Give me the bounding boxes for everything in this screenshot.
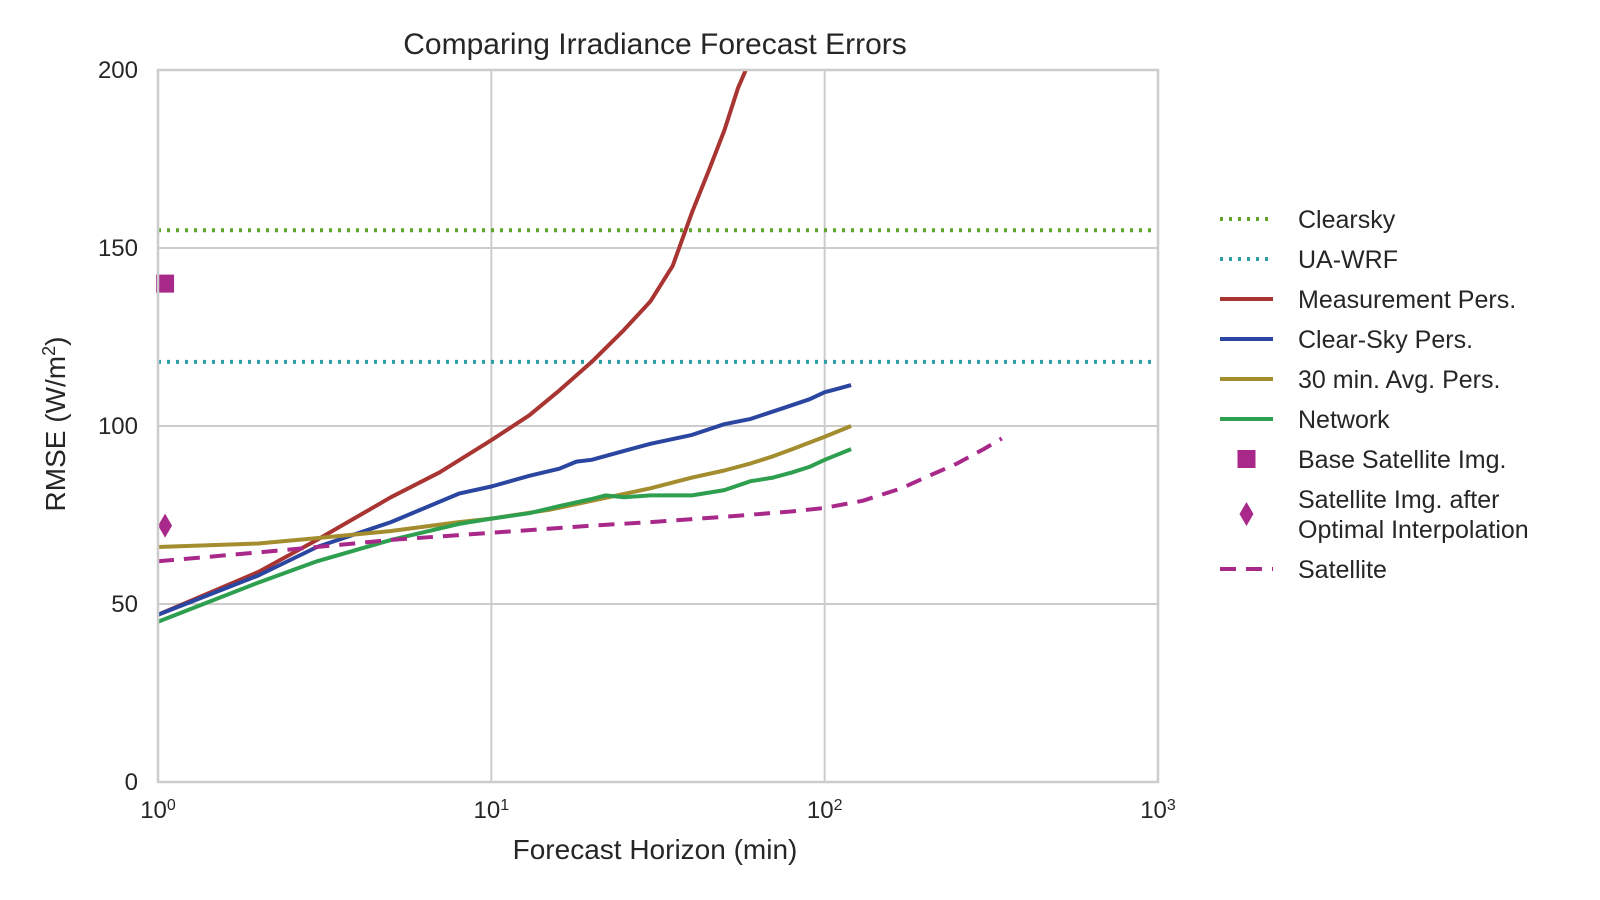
- y-tick-label: 0: [125, 769, 138, 796]
- legend-label-ua-wrf: UA-WRF: [1298, 246, 1398, 274]
- grid: [157, 69, 1159, 783]
- series-layer: [156, 69, 1158, 624]
- series-network: [157, 447, 852, 624]
- legend-label-base-satellite-img: Base Satellite Img.: [1298, 446, 1506, 474]
- y-axis-label-end: ): [40, 337, 71, 346]
- x-tick-label: 103: [1140, 797, 1176, 825]
- x-tick-label: 102: [807, 797, 843, 825]
- x-tick-base: 10: [807, 797, 834, 824]
- legend: Clearsky UA-WRF Measurement Pers. Clear-Sky…: [1220, 206, 1529, 584]
- legend-label-30-min-avg-pers: 30 min. Avg. Pers.: [1298, 366, 1500, 394]
- plot-frame: [156, 68, 1160, 784]
- legend-label-satellite: Satellite: [1298, 556, 1387, 584]
- x-tick-exponent: 3: [1167, 797, 1176, 814]
- x-tick-label: 100: [140, 797, 176, 825]
- legend-label-network: Network: [1298, 406, 1390, 434]
- x-tick-base: 10: [1140, 797, 1167, 824]
- legend-label-clear-sky-pers: Clear-Sky Pers.: [1298, 326, 1473, 354]
- y-tick-label: 100: [98, 413, 138, 440]
- series-clear-sky-pers: [157, 383, 852, 617]
- point-satellite-img-after-optimal-interpolation: [158, 513, 173, 538]
- x-axis-label: Forecast Horizon (min): [513, 834, 798, 865]
- chart-title: Comparing Irradiance Forecast Errors: [403, 28, 907, 61]
- legend-marker-base-satellite-img: [1237, 450, 1256, 468]
- y-axis-label-sup: 2: [39, 346, 59, 356]
- y-axis-label: RMSE (W/m2): [39, 337, 71, 512]
- x-tick-base: 10: [140, 797, 167, 824]
- legend-marker-satellite-img-after: [1239, 502, 1254, 526]
- x-tick-exponent: 2: [834, 797, 843, 814]
- y-tick-label: 200: [98, 57, 138, 84]
- x-tick-label: 101: [474, 797, 510, 825]
- legend-label-clearsky: Clearsky: [1298, 206, 1396, 234]
- y-axis-label-main: RMSE (W/m: [40, 356, 71, 512]
- y-tick-label: 50: [111, 591, 138, 618]
- legend-label-satellite-img-after: Satellite Img. after: [1298, 486, 1499, 514]
- series-measurement-pers: [157, 69, 748, 617]
- y-tick-label: 150: [98, 235, 138, 262]
- point-base-satellite-img: [156, 274, 175, 293]
- legend-label-satellite-img-after-line2: Optimal Interpolation: [1298, 516, 1529, 544]
- x-tick-exponent: 0: [167, 797, 176, 814]
- x-tick-exponent: 1: [500, 797, 509, 814]
- x-tick-base: 10: [474, 797, 501, 824]
- legend-label-measurement-pers: Measurement Pers.: [1298, 286, 1516, 314]
- series-30-min-avg-pers: [157, 424, 852, 549]
- series-satellite: [157, 436, 1003, 564]
